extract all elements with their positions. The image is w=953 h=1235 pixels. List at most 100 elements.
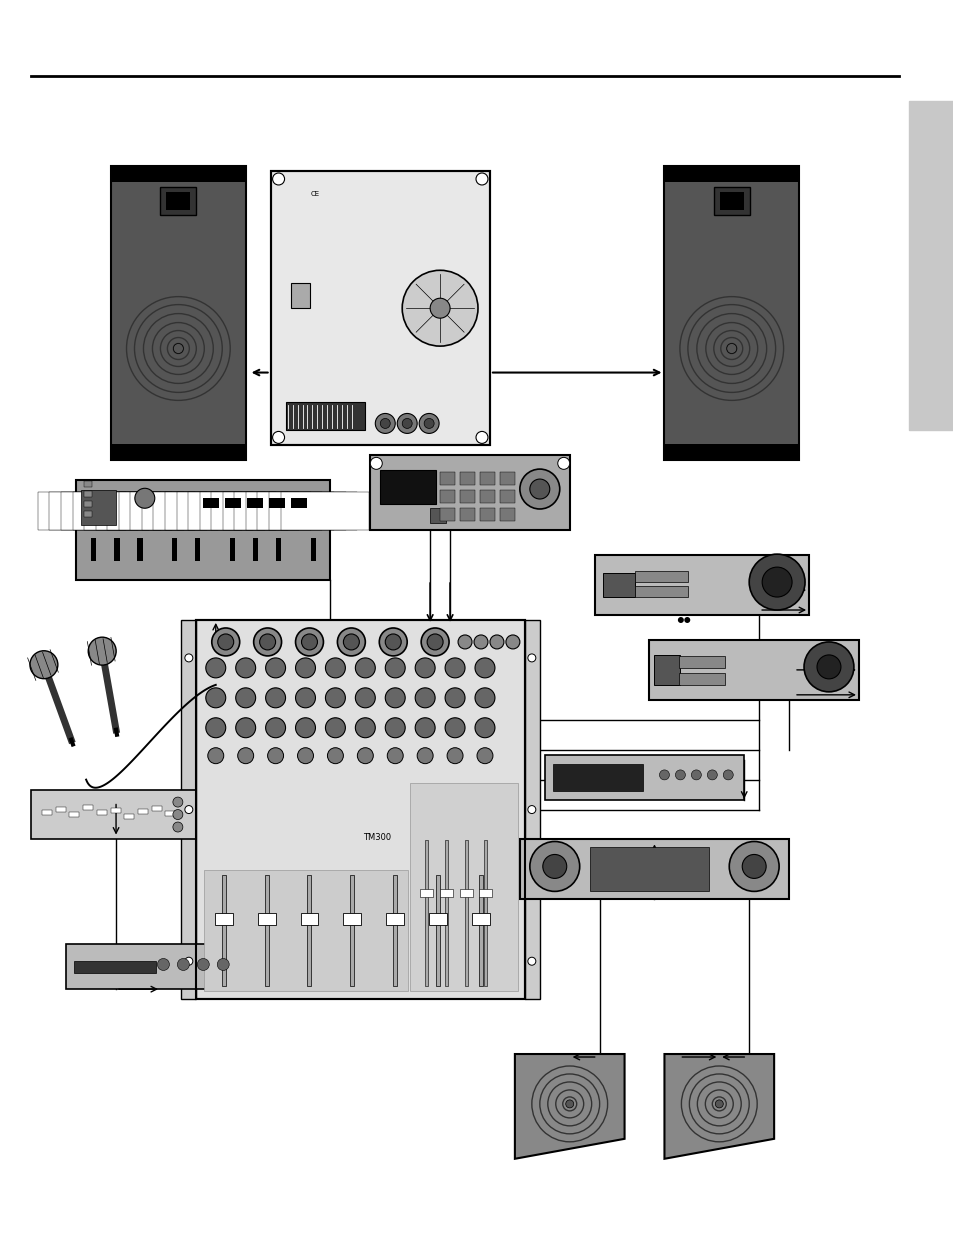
Circle shape: [385, 634, 401, 650]
Bar: [300, 913, 318, 925]
Bar: [165, 811, 175, 816]
Circle shape: [375, 414, 395, 433]
Bar: [55, 806, 66, 811]
Circle shape: [265, 658, 285, 678]
Circle shape: [157, 958, 170, 971]
Circle shape: [427, 634, 442, 650]
Bar: [203, 498, 219, 509]
Bar: [160, 186, 196, 215]
Bar: [38, 493, 126, 530]
Bar: [713, 186, 749, 215]
Circle shape: [475, 718, 495, 737]
Bar: [221, 874, 226, 987]
Bar: [439, 889, 452, 898]
Bar: [419, 889, 432, 898]
Circle shape: [519, 469, 559, 509]
Bar: [472, 913, 490, 925]
Circle shape: [325, 718, 345, 737]
Bar: [153, 493, 241, 530]
Bar: [663, 165, 799, 461]
Circle shape: [185, 957, 193, 966]
Circle shape: [253, 627, 281, 656]
Bar: [291, 283, 310, 309]
Circle shape: [297, 747, 314, 763]
Circle shape: [177, 958, 189, 971]
Circle shape: [237, 747, 253, 763]
Circle shape: [474, 635, 487, 648]
Circle shape: [415, 688, 435, 708]
Circle shape: [402, 419, 412, 429]
Bar: [84, 511, 92, 517]
Bar: [257, 913, 275, 925]
Circle shape: [659, 769, 669, 779]
Bar: [271, 170, 490, 446]
Circle shape: [88, 637, 116, 666]
Bar: [246, 493, 334, 530]
Circle shape: [683, 618, 690, 622]
Bar: [66, 945, 260, 989]
Circle shape: [691, 769, 700, 779]
Circle shape: [527, 653, 536, 662]
Bar: [429, 913, 447, 925]
Circle shape: [415, 658, 435, 678]
Bar: [479, 509, 495, 521]
Circle shape: [357, 747, 373, 763]
Bar: [499, 472, 515, 485]
Bar: [61, 493, 149, 530]
Bar: [91, 538, 96, 561]
Circle shape: [527, 805, 536, 814]
Bar: [409, 783, 517, 992]
Bar: [589, 847, 709, 892]
Bar: [478, 874, 482, 987]
Bar: [172, 538, 177, 561]
Circle shape: [415, 718, 435, 737]
Bar: [181, 620, 195, 999]
Bar: [223, 493, 311, 530]
Bar: [380, 471, 436, 504]
Bar: [343, 913, 361, 925]
Bar: [165, 493, 253, 530]
Circle shape: [235, 658, 255, 678]
Circle shape: [706, 769, 717, 779]
Circle shape: [715, 1100, 722, 1108]
Circle shape: [235, 688, 255, 708]
Bar: [95, 493, 184, 530]
Bar: [459, 509, 475, 521]
Bar: [257, 493, 345, 530]
Bar: [649, 640, 858, 700]
Circle shape: [803, 642, 853, 692]
Bar: [430, 508, 446, 522]
Circle shape: [327, 747, 343, 763]
Bar: [111, 165, 246, 182]
Circle shape: [476, 173, 487, 185]
Circle shape: [185, 805, 193, 814]
Circle shape: [325, 688, 345, 708]
Circle shape: [445, 688, 464, 708]
Bar: [269, 498, 285, 509]
Bar: [81, 490, 116, 525]
Bar: [594, 556, 808, 615]
Circle shape: [355, 688, 375, 708]
Bar: [111, 808, 120, 813]
Bar: [634, 572, 687, 582]
Bar: [225, 498, 241, 509]
Circle shape: [206, 718, 226, 737]
Bar: [552, 763, 641, 790]
Circle shape: [301, 634, 317, 650]
Circle shape: [542, 855, 566, 878]
Circle shape: [741, 855, 765, 878]
Circle shape: [565, 1100, 573, 1108]
Circle shape: [527, 957, 536, 966]
Text: CE: CE: [310, 191, 319, 196]
Bar: [370, 456, 569, 530]
Bar: [138, 809, 148, 814]
Bar: [188, 493, 276, 530]
Bar: [74, 961, 155, 973]
Circle shape: [217, 958, 229, 971]
Bar: [234, 493, 322, 530]
Bar: [211, 493, 299, 530]
Circle shape: [134, 488, 154, 509]
Bar: [464, 840, 467, 987]
Circle shape: [476, 431, 487, 443]
Bar: [119, 493, 207, 530]
